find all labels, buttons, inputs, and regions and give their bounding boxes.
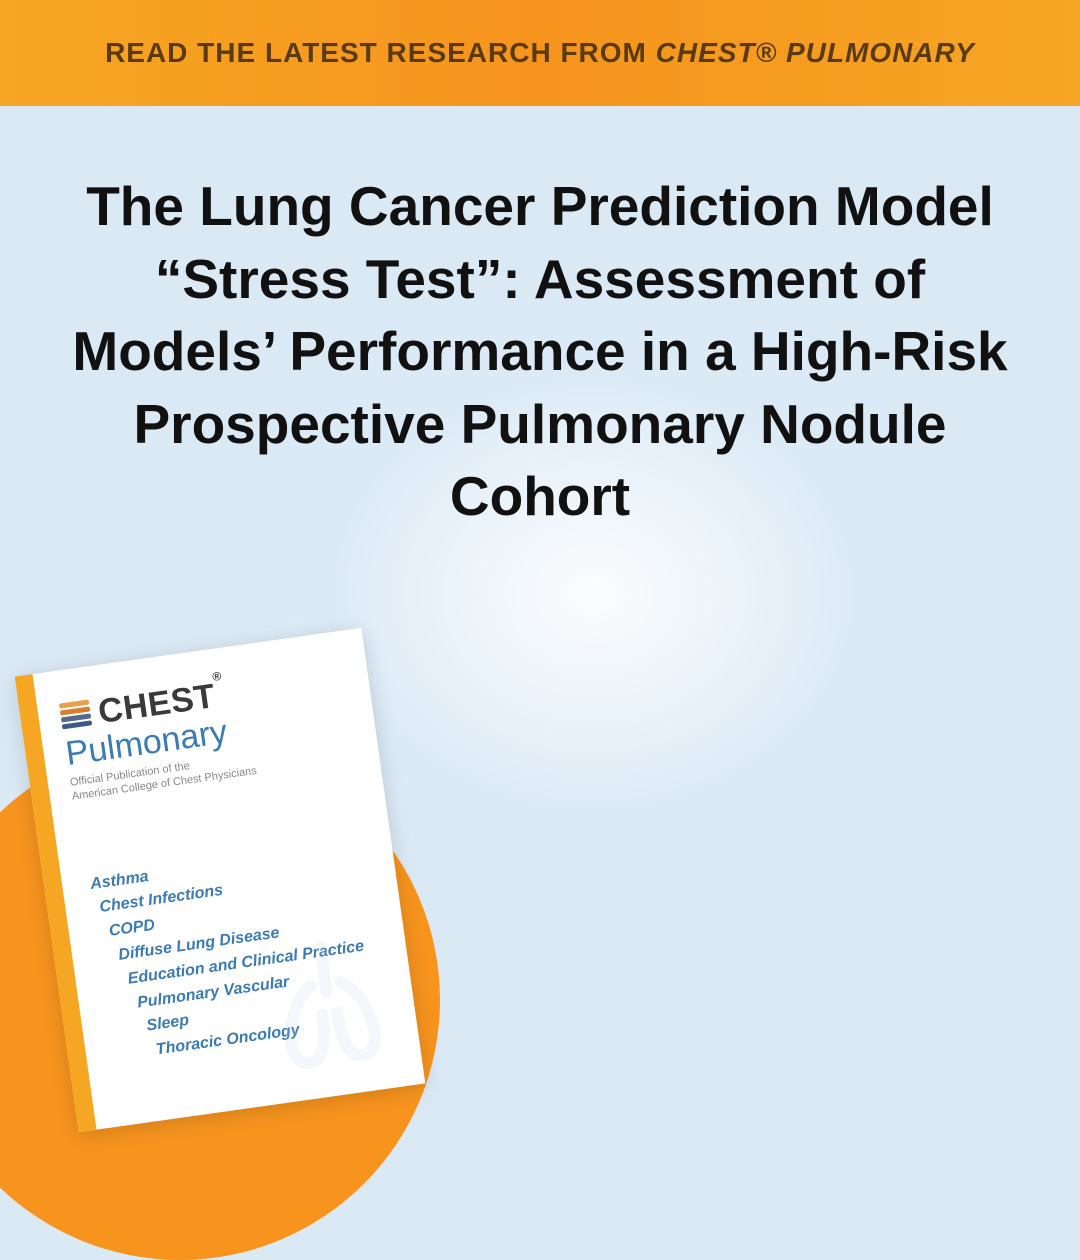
article-title: The Lung Cancer Prediction Model “Stress… — [70, 170, 1010, 533]
header-band: READ THE LATEST RESEARCH FROM CHEST® PUL… — [0, 0, 1080, 106]
chest-logo-icon — [59, 699, 93, 733]
header-journal-name: CHEST® PULMONARY — [656, 37, 975, 68]
cover-lung-art-icon — [244, 921, 413, 1090]
journal-cover: CHEST® Pulmonary Official Publication of… — [15, 628, 426, 1132]
header-text: READ THE LATEST RESEARCH FROM CHEST® PUL… — [105, 37, 975, 69]
header-prefix: READ THE LATEST RESEARCH FROM — [105, 37, 656, 68]
cover-brand-mark: ® — [211, 669, 222, 684]
